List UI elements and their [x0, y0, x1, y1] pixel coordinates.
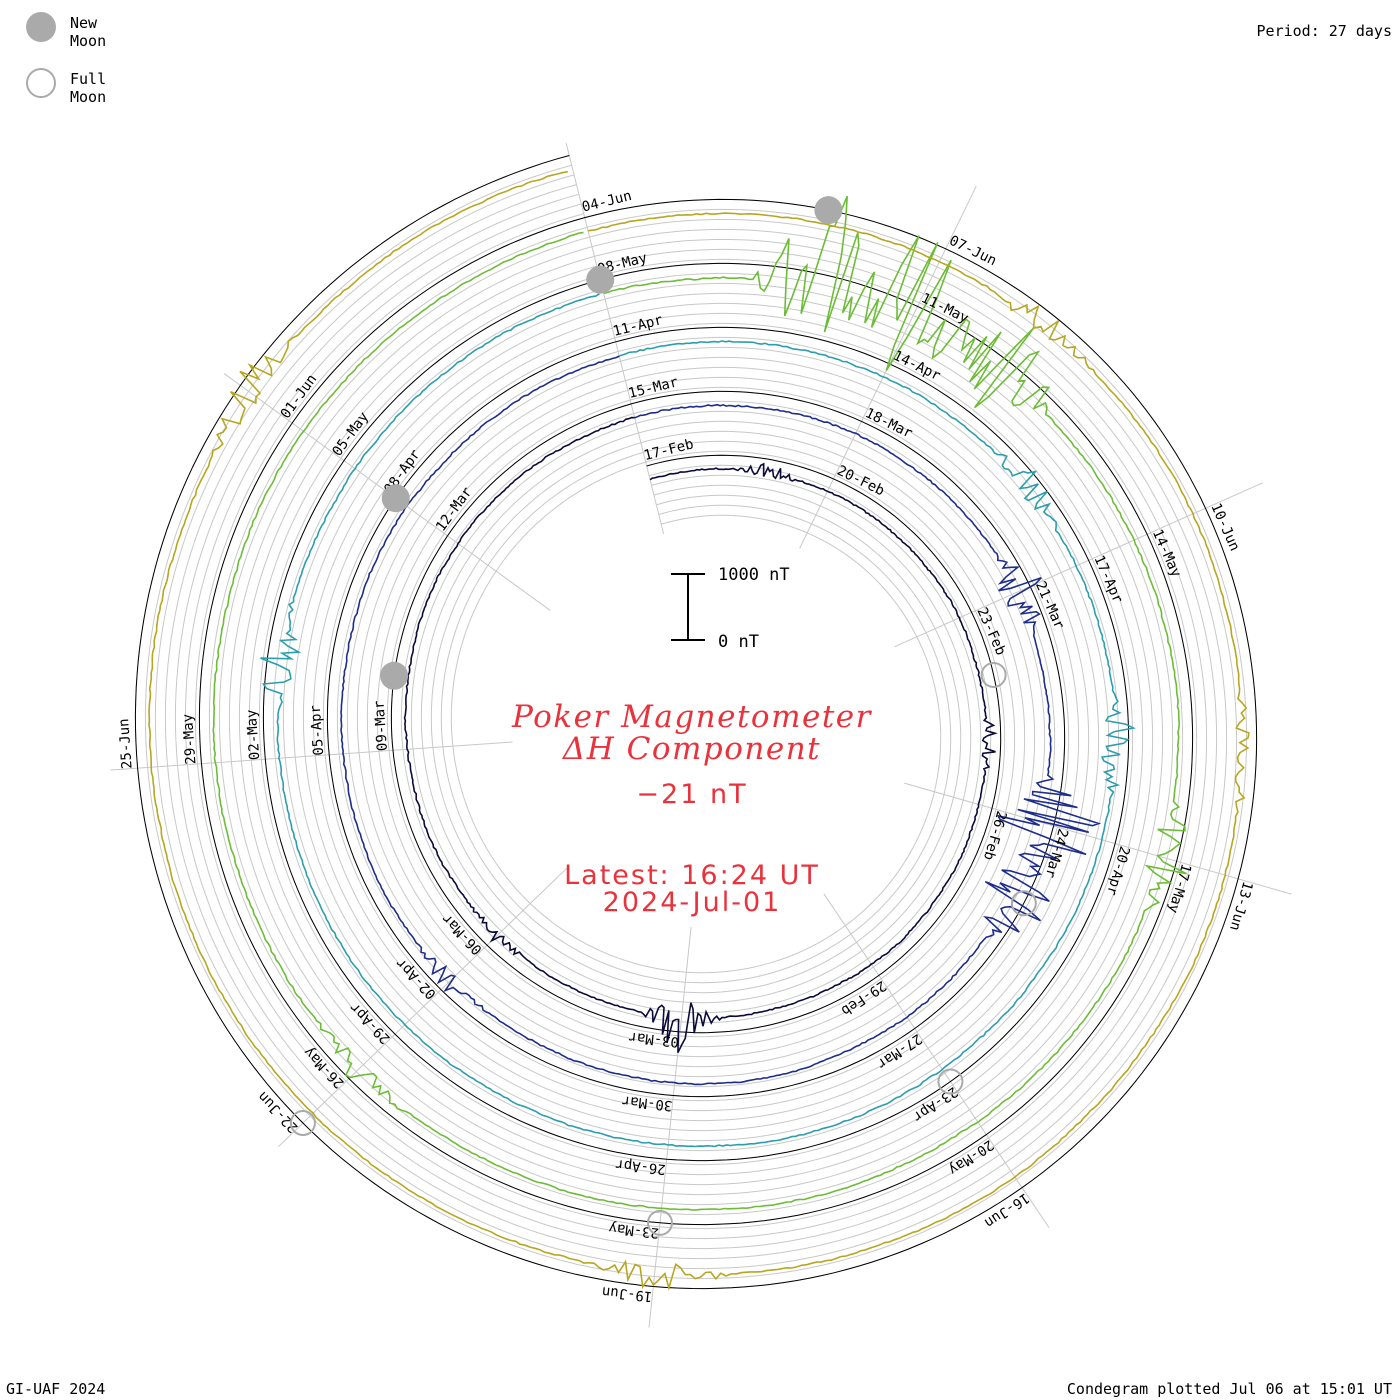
date-label: 23-Feb — [973, 605, 1008, 658]
latest-time: Latest: 16:24 UT — [564, 860, 820, 891]
date-spoke — [648, 926, 692, 1328]
grid-ring — [194, 213, 1198, 1230]
date-label: 21-Mar — [1032, 579, 1067, 632]
date-spoke — [904, 782, 1292, 895]
date-label: 03-Mar — [628, 1029, 680, 1050]
date-spoke — [278, 866, 569, 1148]
grid-ring — [144, 164, 1248, 1280]
full-moon-marker — [289, 1110, 316, 1137]
date-label: 05-Apr — [308, 704, 327, 756]
series-traces — [148, 170, 1250, 1291]
date-label: 29-May — [180, 713, 199, 765]
new-moon-marker — [380, 661, 409, 690]
new-moon-marker — [814, 196, 843, 225]
period-label: Period: 27 days — [1256, 22, 1392, 40]
date-label: 26-Apr — [615, 1156, 667, 1177]
full-moon-icon — [26, 68, 56, 98]
grid-ring — [174, 193, 1218, 1250]
full-moon-marker — [937, 1068, 964, 1095]
series-trace — [148, 170, 1250, 1291]
full-moon-marker — [1010, 890, 1037, 917]
date-label: 17-Apr — [1090, 553, 1125, 606]
series-trace — [403, 416, 998, 1053]
scale-bar: 1000 nT 0 nT — [671, 565, 790, 652]
baseline-spiral — [134, 155, 1258, 1290]
new-moon-icon — [26, 12, 56, 42]
credit-label: GI-UAF 2024 — [6, 1380, 106, 1398]
scale-bottom-label: 0 nT — [718, 632, 759, 652]
date-label: 10-Jun — [1207, 501, 1242, 554]
date-label: 02-Apr — [393, 955, 440, 1002]
plotted-label: Condegram plotted Jul 06 at 15:01 UT — [1066, 1380, 1392, 1398]
full-moon-marker — [980, 661, 1007, 688]
date-label: 02-May — [244, 709, 263, 761]
scale-top-label: 1000 nT — [718, 565, 790, 585]
date-spoke — [894, 482, 1263, 648]
date-label: 20-May — [945, 1136, 996, 1178]
latest-value: −21 nT — [636, 779, 747, 810]
new-moon-label: New Moon — [70, 14, 107, 50]
new-moon-marker — [586, 265, 615, 294]
date-spoke — [565, 142, 665, 535]
chart-subtitle: ΔH Component — [562, 731, 821, 767]
full-moon-label: Full Moon — [70, 70, 107, 106]
series-trace — [340, 355, 1102, 1086]
grid-ring — [184, 203, 1208, 1240]
reference-rings — [134, 155, 1258, 1290]
full-moon-marker — [646, 1209, 673, 1236]
date-label: 23-May — [608, 1220, 660, 1241]
moon-markers — [289, 196, 1037, 1236]
date-label: 16-Jun — [981, 1189, 1032, 1231]
date-label: 30-Mar — [621, 1092, 673, 1113]
date-spoke — [110, 741, 513, 771]
chart-title: Poker Magnetometer — [511, 699, 873, 735]
date-label: 23-Apr — [910, 1083, 961, 1125]
date-label: 29-Feb — [838, 977, 889, 1019]
series-trace — [212, 195, 1187, 1211]
date-spoke — [823, 893, 1050, 1229]
date-label: 14-May — [1149, 527, 1184, 580]
date-label: 25-Jun — [116, 718, 135, 770]
grid-ring — [164, 184, 1228, 1260]
new-moon-marker — [381, 484, 410, 513]
grid-ring — [154, 174, 1238, 1270]
date-label: 27-Mar — [874, 1030, 925, 1072]
latest-date: 2024-Jul-01 — [603, 887, 782, 918]
date-label: 09-Mar — [372, 700, 391, 752]
series-trace — [260, 293, 1136, 1148]
date-label: 04-Jun — [580, 188, 633, 216]
date-label: 19-Jun — [601, 1283, 653, 1304]
center-title: Poker Magnetometer ΔH Component −21 nT L… — [511, 699, 873, 918]
date-label: 01-Jun — [278, 372, 321, 422]
